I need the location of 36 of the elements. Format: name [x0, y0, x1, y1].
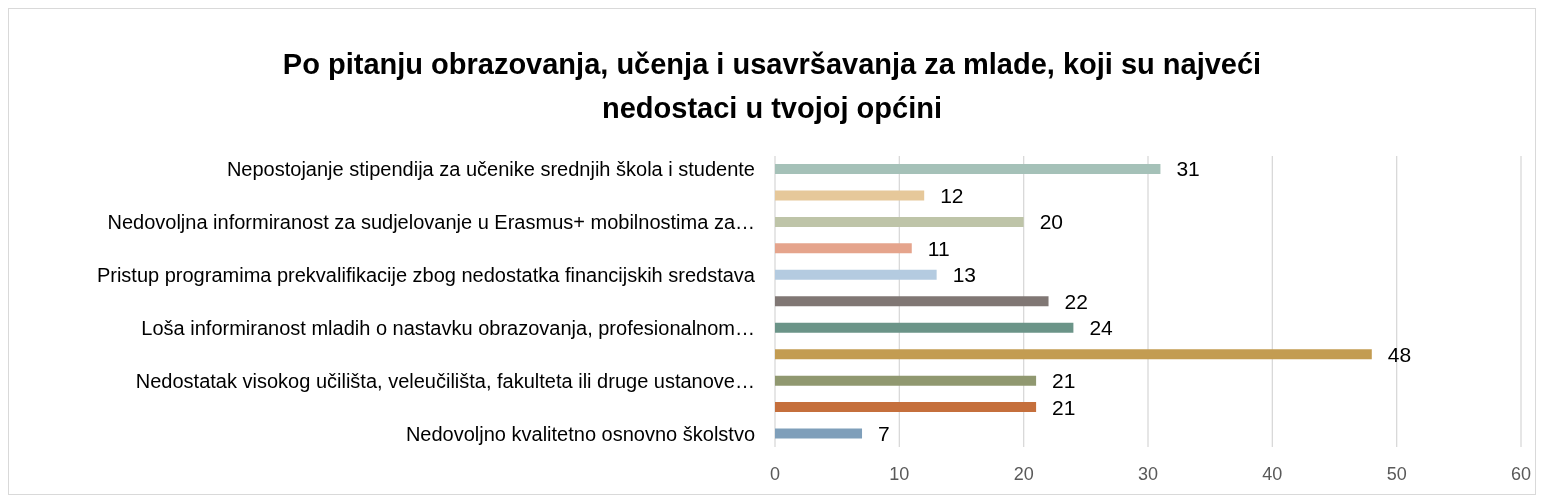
x-tick-label: 60: [1510, 463, 1532, 484]
bar: [775, 402, 1037, 413]
x-tick-label: 50: [1386, 463, 1407, 484]
bar: [775, 190, 925, 201]
data-label: 11: [927, 236, 950, 260]
data-label: 31: [1176, 157, 1200, 181]
bar: [775, 269, 937, 280]
data-label: 21: [1052, 395, 1076, 419]
y-tick-label: Nedovoljno kvalitetno osnovno školstvo: [405, 422, 755, 445]
y-tick-label: Nedostatak visokog učilišta, veleučilišta, fakulteta ili druge ustanove…: [135, 369, 755, 392]
bar: [775, 375, 1037, 386]
bar: [775, 349, 1372, 360]
data-label: 48: [1387, 342, 1412, 366]
y-tick-label: Pristup programima prekvalifikacije zbog nedostatka financijskih sredstava: [96, 264, 756, 287]
bar: [775, 164, 1161, 174]
bar: [775, 216, 1024, 227]
data-label: 13: [952, 263, 976, 287]
bar: [775, 296, 1049, 307]
y-tick-label: Nedovoljna informiranost za sudjelovanje u Erasmus+ mobilnostima za…: [107, 211, 755, 234]
data-label: 24: [1089, 316, 1114, 340]
bar: [775, 428, 863, 439]
data-label: 7: [878, 422, 890, 445]
y-tick-label: Nepostojanje stipendija za učenike srednjih škola i studente: [226, 158, 755, 181]
data-label: 21: [1052, 369, 1076, 393]
bar: [775, 322, 1074, 333]
data-label: 22: [1064, 289, 1088, 313]
bar: [775, 243, 912, 254]
x-tick-label: 20: [1013, 463, 1034, 484]
data-label: 20: [1039, 210, 1064, 234]
y-tick-label: Loša informiranost mladih o nastavku obrazovanja, profesionalnom…: [141, 317, 755, 340]
x-tick-label: 10: [889, 463, 910, 484]
x-tick-label: 0: [769, 463, 781, 484]
chart-title: Po pitanju obrazovanja, učenja i usavršavanja za mlade, koji su najveći nedostaci u tvojoj općini: [281, 47, 1263, 126]
x-tick-label: 30: [1137, 463, 1159, 484]
data-label: 12: [940, 183, 964, 207]
x-tick-label: 40: [1262, 463, 1283, 484]
